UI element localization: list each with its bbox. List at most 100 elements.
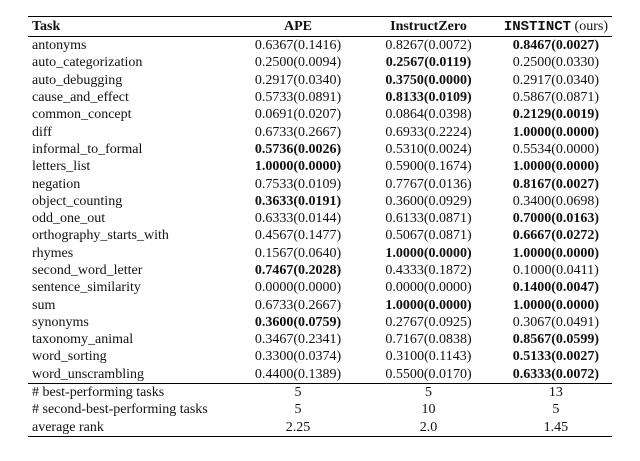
- value-cell: 0.6933(0.2224): [357, 123, 500, 140]
- table-row: negation 0.7533(0.0109) 0.7767(0.0136) 0.81…: [28, 175, 612, 192]
- value-cell: 0.8167(0.0027): [500, 175, 612, 192]
- value-cell: 5: [239, 401, 357, 418]
- task-name: synonyms: [32, 314, 89, 330]
- score: 5: [294, 402, 302, 418]
- table-row: # second-best-performing tasks 5 10 5: [28, 401, 612, 418]
- score: 0.7767(0.0136): [385, 176, 472, 192]
- value-cell: 5: [500, 401, 612, 418]
- value-cell: 5: [357, 383, 500, 401]
- score: 2.25: [285, 419, 311, 435]
- value-cell: 0.6733(0.2667): [239, 296, 357, 313]
- value-cell: 0.0691(0.0207): [239, 106, 357, 123]
- table-row: object_counting 0.3633(0.0191) 0.3600(0.09…: [28, 193, 612, 210]
- task-name: negation: [32, 176, 81, 192]
- score: 1.0000(0.0000): [385, 245, 472, 261]
- results-table: Task APE InstructZero INSTINCT (ours) anto…: [28, 16, 612, 437]
- value-cell: 0.3600(0.0929): [357, 193, 500, 210]
- value-cell: 0.8467(0.0027): [500, 37, 612, 55]
- score: 0.5133(0.0027): [512, 349, 600, 365]
- score: 0.5534(0.0000): [512, 141, 600, 157]
- table-row: second_word_letter 0.7467(0.2028) 0.4333(0…: [28, 262, 612, 279]
- score: 0.5900(0.1674): [385, 159, 472, 175]
- task-name: letters_list: [32, 159, 91, 175]
- score: 0.7000(0.0163): [512, 211, 600, 227]
- table-row: taxonomy_animal 0.3467(0.2341) 0.7167(0.08…: [28, 331, 612, 348]
- value-cell: 0.3600(0.0759): [239, 314, 357, 331]
- value-cell: 0.0000(0.0000): [357, 279, 500, 296]
- value-cell: 0.3300(0.0374): [239, 348, 357, 365]
- score: 1.0000(0.0000): [254, 159, 342, 175]
- table-header: Task APE InstructZero INSTINCT (ours): [28, 16, 612, 37]
- task-name: antonyms: [32, 38, 87, 54]
- value-cell: 0.2567(0.0119): [357, 54, 500, 71]
- task-name: orthography_starts_with: [32, 228, 169, 244]
- table-row: common_concept 0.0691(0.0207) 0.0864(0.039…: [28, 106, 612, 123]
- score: 0.2567(0.0119): [385, 55, 472, 71]
- score: 10: [421, 402, 436, 418]
- score: 5: [425, 385, 432, 401]
- score: 0.6733(0.2667): [254, 297, 342, 313]
- task-name: # second-best-performing tasks: [32, 402, 208, 418]
- score: 1.0000(0.0000): [385, 297, 472, 313]
- score: 0.8467(0.0027): [512, 38, 600, 54]
- value-cell: 1.0000(0.0000): [357, 296, 500, 313]
- value-cell: 2.0: [357, 419, 500, 437]
- value-cell: 0.7167(0.0838): [357, 331, 500, 348]
- value-cell: 0.0864(0.0398): [357, 106, 500, 123]
- value-cell: 0.6333(0.0072): [500, 366, 612, 384]
- value-cell: 0.2917(0.0340): [500, 72, 612, 89]
- score: 0.6333(0.0072): [512, 366, 600, 382]
- value-cell: 2.25: [239, 419, 357, 437]
- score: 0.7533(0.0109): [254, 176, 342, 192]
- value-cell: 0.3467(0.2341): [239, 331, 357, 348]
- score: 0.3067(0.0491): [512, 314, 600, 330]
- task-name: common_concept: [32, 107, 132, 123]
- value-cell: 0.5534(0.0000): [500, 141, 612, 158]
- score: 0.6333(0.0144): [254, 211, 342, 227]
- value-cell: 1.0000(0.0000): [500, 158, 612, 175]
- score: 0.7167(0.0838): [385, 332, 472, 348]
- score: 0.6133(0.0871): [385, 211, 472, 227]
- score: 0.4400(0.1389): [254, 366, 342, 382]
- value-cell: 0.2500(0.0094): [239, 54, 357, 71]
- score: 0.6933(0.2224): [385, 124, 472, 140]
- score: 1.0000(0.0000): [512, 245, 600, 261]
- table-row: informal_to_formal 0.5736(0.0026) 0.5310(0…: [28, 141, 612, 158]
- table-row: sum 0.6733(0.2667) 1.0000(0.0000) 1.0000(0.…: [28, 296, 612, 313]
- value-cell: 0.1400(0.0047): [500, 279, 612, 296]
- value-cell: 0.7533(0.0109): [239, 175, 357, 192]
- score: 0.6367(0.1416): [254, 38, 342, 54]
- score: 0.2917(0.0340): [254, 72, 342, 88]
- value-cell: 0.5867(0.0871): [500, 89, 612, 106]
- value-cell: 0.8133(0.0109): [357, 89, 500, 106]
- value-cell: 0.7467(0.2028): [239, 262, 357, 279]
- task-name: object_counting: [32, 193, 123, 209]
- column-name: INSTINCT: [503, 18, 572, 35]
- score: 0.3750(0.0000): [385, 72, 472, 88]
- task-name: rhymes: [32, 245, 74, 261]
- value-cell: 0.4400(0.1389): [239, 366, 357, 384]
- value-cell: 1.0000(0.0000): [239, 158, 357, 175]
- score: 0.8167(0.0027): [512, 176, 600, 192]
- value-cell: 13: [500, 383, 612, 401]
- score: 1.45: [543, 419, 569, 435]
- value-cell: 0.4333(0.1872): [357, 262, 500, 279]
- score: 0.5310(0.0024): [385, 141, 472, 157]
- table-row: cause_and_effect 0.5733(0.0891) 0.8133(0.0…: [28, 89, 612, 106]
- value-cell: 0.8267(0.0072): [357, 37, 500, 55]
- table-summary: # best-performing tasks 5 5 13 # second-best…: [28, 383, 612, 437]
- score: 0.3633(0.0191): [254, 193, 342, 209]
- value-cell: 0.5310(0.0024): [357, 141, 500, 158]
- score: 0.5736(0.0026): [254, 141, 342, 157]
- score: 0.2129(0.0019): [512, 107, 600, 123]
- value-cell: 0.2129(0.0019): [500, 106, 612, 123]
- score: 0.5867(0.0871): [512, 90, 600, 106]
- score: 0.2767(0.0925): [385, 314, 472, 330]
- task-name: word_sorting: [32, 349, 107, 365]
- score: 1.0000(0.0000): [512, 297, 600, 313]
- score: 0.2917(0.0340): [512, 72, 600, 88]
- value-cell: 0.4567(0.1477): [239, 227, 357, 244]
- header-row: Task APE InstructZero INSTINCT (ours): [28, 16, 612, 37]
- score: 0.1400(0.0047): [512, 280, 600, 296]
- score: 0.0691(0.0207): [254, 107, 342, 123]
